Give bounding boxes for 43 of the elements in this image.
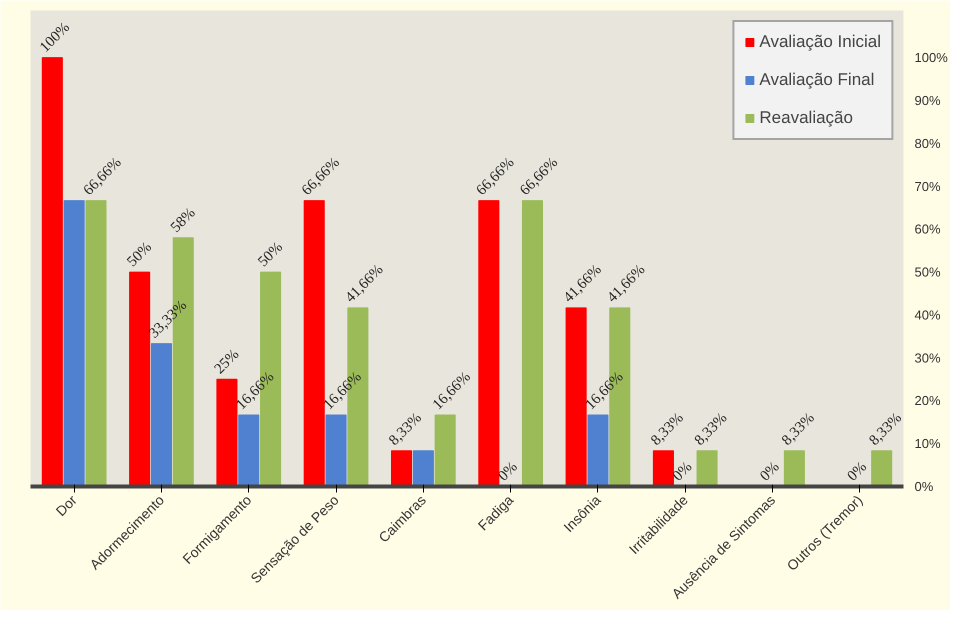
y-tick-label: 90% xyxy=(914,93,941,108)
data-label: 50% xyxy=(255,239,286,270)
bar xyxy=(478,200,500,486)
data-label: 0% xyxy=(495,459,521,484)
bar xyxy=(412,450,434,486)
bar xyxy=(522,200,544,486)
bar xyxy=(696,450,718,486)
bar xyxy=(390,450,412,486)
data-label: 50% xyxy=(124,239,156,270)
bar xyxy=(566,307,587,486)
data-label: 0% xyxy=(757,459,783,484)
data-label: 0% xyxy=(670,459,696,484)
bar xyxy=(652,450,674,486)
y-tick-label: 10% xyxy=(914,436,941,452)
y-tick-label: 0% xyxy=(914,479,934,494)
data-label: 0% xyxy=(844,459,870,484)
bar xyxy=(587,414,608,486)
y-tick-label: 40% xyxy=(914,307,941,322)
y-tick-label: 20% xyxy=(914,393,941,408)
y-tick-label: 60% xyxy=(914,222,941,237)
bar xyxy=(238,414,260,486)
data-label: 25% xyxy=(212,346,242,378)
y-tick-label: 70% xyxy=(914,178,941,194)
y-tick-label: 100% xyxy=(914,50,948,66)
y-tick-label: 30% xyxy=(914,350,941,366)
y-tick-label: 80% xyxy=(914,136,941,151)
bar xyxy=(216,378,238,486)
bar xyxy=(871,450,892,486)
legend-label: Avaliação Inicial xyxy=(759,32,881,52)
bar xyxy=(150,343,172,486)
legend-label: Avaliação Final xyxy=(759,70,874,90)
bar xyxy=(784,450,805,486)
legend-label: Reavaliação xyxy=(759,108,853,128)
data-label: 58% xyxy=(168,205,199,236)
bar xyxy=(304,200,325,486)
bar xyxy=(326,414,347,486)
bar xyxy=(64,200,85,486)
bar xyxy=(85,200,107,486)
bar xyxy=(434,414,456,486)
x-tick-label: Dor xyxy=(52,492,80,520)
y-tick-label: 50% xyxy=(914,264,941,280)
bar xyxy=(42,57,63,486)
bar xyxy=(129,272,150,486)
